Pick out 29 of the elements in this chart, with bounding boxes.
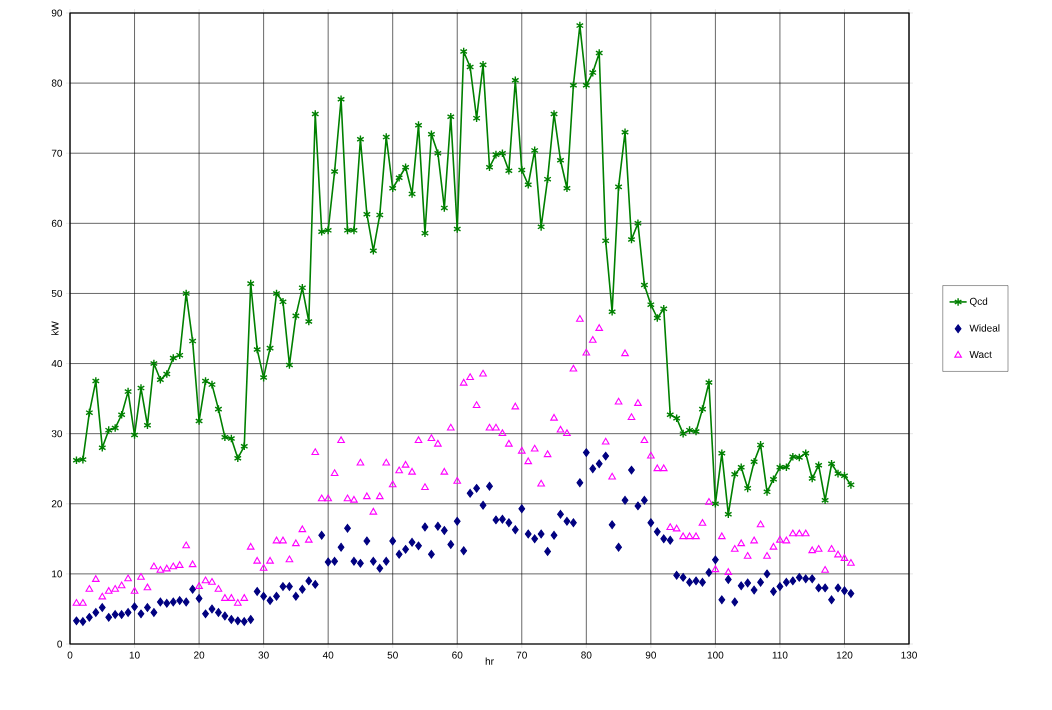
x-tick-label: 20 (194, 651, 205, 659)
x-tick-label: 30 (258, 651, 269, 659)
x-axis-title: hr (485, 657, 494, 665)
legend-label: Wideal (969, 324, 1000, 332)
x-tick-label: 0 (67, 651, 73, 659)
x-tick-label: 50 (387, 651, 398, 659)
y-tick-label: 40 (51, 360, 63, 368)
legend-label: Wact (969, 351, 992, 359)
x-tick-label: 60 (452, 651, 463, 659)
x-tick-label: 120 (836, 651, 853, 659)
legend-label: Qcd (969, 297, 988, 307)
x-tick-label: 70 (516, 651, 527, 659)
y-tick-label: 30 (51, 430, 63, 438)
y-tick-label: 80 (51, 79, 63, 87)
x-tick-label: 90 (645, 651, 657, 659)
y-tick-label: 0 (57, 640, 63, 648)
y-tick-label: 10 (52, 570, 63, 578)
x-tick-label: 80 (581, 651, 592, 659)
x-tick-label: 130 (901, 651, 917, 659)
y-tick-label: 90 (51, 9, 63, 17)
x-tick-label: 110 (772, 651, 788, 659)
x-tick-label: 100 (707, 651, 724, 659)
y-tick-label: 50 (51, 289, 63, 297)
y-tick-label: 60 (51, 219, 63, 227)
y-tick-label: 70 (51, 149, 63, 157)
x-tick-label: 10 (129, 651, 140, 659)
y-tick-label: 20 (51, 500, 63, 508)
y-axis-title: kW (51, 321, 59, 336)
x-tick-label: 40 (322, 651, 334, 659)
